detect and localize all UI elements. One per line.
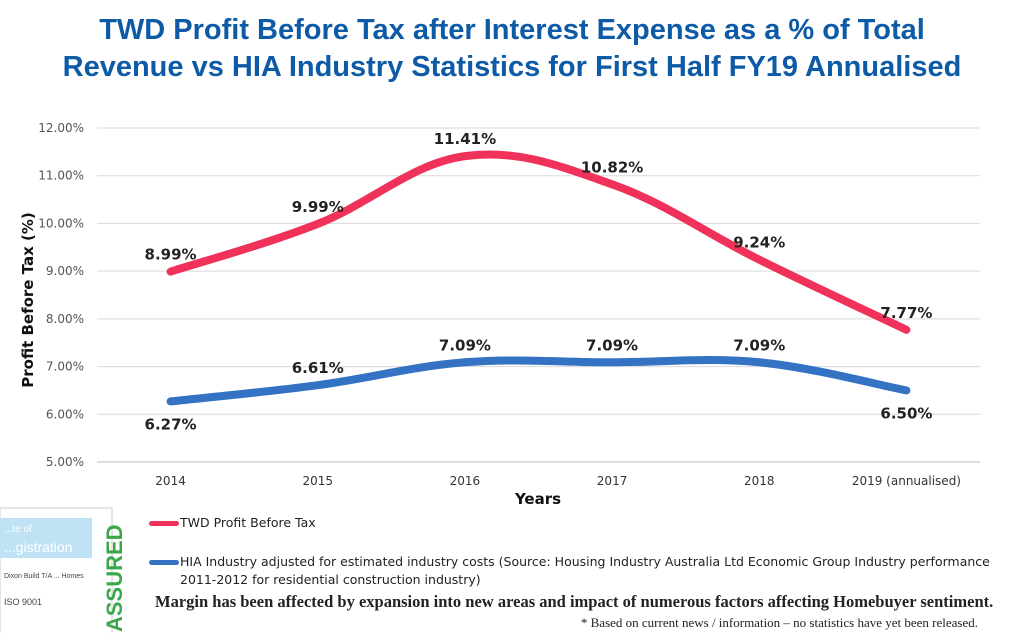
data-label: 10.82% (581, 158, 643, 176)
data-label: 6.50% (880, 404, 932, 422)
data-label: 7.09% (586, 336, 638, 354)
legend-swatch-red (149, 521, 179, 526)
y-tick-label: 8.00% (46, 312, 84, 326)
data-label: 11.41% (434, 130, 496, 148)
y-tick-label: 10.00% (38, 216, 84, 230)
certificate-text: Dixon Build T/A ... Homes (4, 573, 84, 580)
y-tick-label: 7.00% (46, 360, 84, 374)
data-label: 6.27% (145, 415, 197, 433)
title-line-2: Revenue vs HIA Industry Statistics for F… (62, 51, 962, 83)
x-tick-label: 2014 (155, 474, 186, 488)
assured-stamp: ASSURED (102, 524, 127, 632)
title-line-1: TWD Profit Before Tax after Interest Exp… (99, 14, 925, 46)
y-axis-label: Profit Before Tax (%) (19, 212, 37, 388)
legend-label: TWD Profit Before Tax (180, 515, 316, 530)
data-label: 6.61% (292, 359, 344, 377)
x-axis-label: Years (514, 490, 561, 508)
x-tick-label: 2018 (744, 474, 775, 488)
y-tick-label: 5.00% (46, 455, 84, 469)
data-label: 7.09% (733, 336, 785, 354)
certificate-text: ...te of (4, 524, 32, 535)
margin-note: Margin has been affected by expansion in… (155, 592, 994, 611)
data-label: 8.99% (145, 246, 197, 264)
x-tick-label: 2015 (302, 474, 333, 488)
y-tick-label: 12.00% (38, 121, 84, 135)
data-label: 9.99% (292, 198, 344, 216)
x-tick-label: 2016 (450, 474, 481, 488)
certificate-text: ISO 9001 (4, 597, 42, 607)
series-line-hia (166, 356, 911, 406)
y-tick-label: 6.00% (46, 407, 84, 421)
chart-title: TWD Profit Before Tax after Interest Exp… (0, 12, 1024, 86)
footnote: * Based on current news / information – … (580, 615, 978, 630)
certificate-text: ...gistration (4, 539, 72, 555)
data-label: 7.77% (880, 304, 932, 322)
y-tick-label: 11.00% (38, 169, 84, 183)
certificate-banner (0, 518, 92, 558)
data-label: 9.24% (733, 234, 785, 252)
data-label: 7.09% (439, 336, 491, 354)
legend-swatch-blue (149, 560, 179, 565)
y-tick-label: 9.00% (46, 264, 84, 278)
series-line-twd (166, 150, 911, 334)
x-tick-label: 2019 (annualised) (852, 474, 961, 488)
certificate-image: ...te of ...gistration Dixon Build T/A .… (0, 507, 127, 633)
x-tick-label: 2017 (597, 474, 628, 488)
legend-label: HIA Industry adjusted for estimated indu… (180, 554, 990, 587)
